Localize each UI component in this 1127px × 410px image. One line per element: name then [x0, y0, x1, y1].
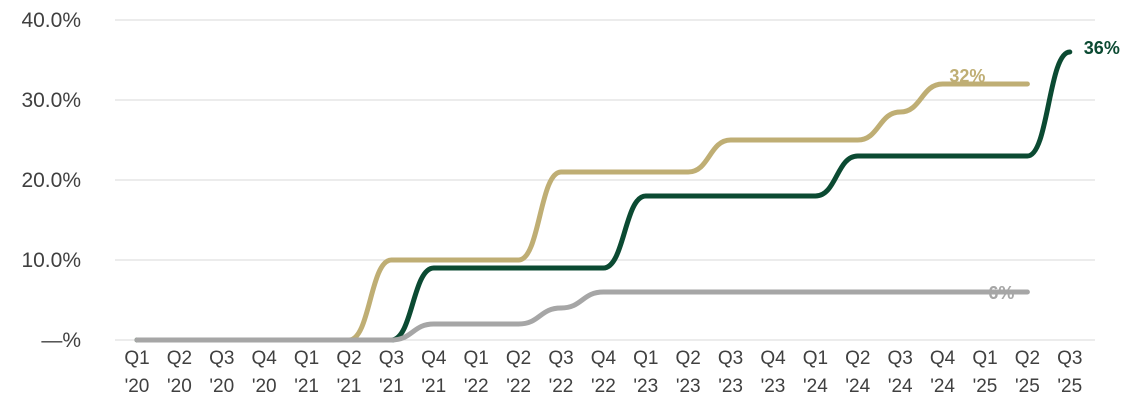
x-tick-quarter: Q1: [633, 348, 658, 369]
x-tick-year: '25: [1015, 376, 1040, 397]
x-tick-year: '20: [252, 376, 277, 397]
x-tick-year: '23: [676, 376, 701, 397]
x-tick-quarter: Q2: [336, 348, 361, 369]
x-tick-quarter: Q1: [464, 348, 489, 369]
x-tick-quarter: Q3: [379, 348, 404, 369]
x-tick-quarter: Q1: [124, 348, 149, 369]
x-tick-year: '21: [421, 376, 446, 397]
x-tick-quarter: Q3: [209, 348, 234, 369]
x-tick-year: '24: [803, 376, 828, 397]
x-tick-year: '24: [888, 376, 913, 397]
x-tick-quarter: Q2: [506, 348, 531, 369]
x-tick-year: '23: [718, 376, 743, 397]
series-end-label: 36%: [1084, 38, 1120, 58]
series-lines: [134, 49, 1073, 343]
x-tick-year: '24: [930, 376, 955, 397]
x-tick-quarter: Q4: [421, 348, 447, 369]
x-tick-year: '20: [209, 376, 234, 397]
x-tick-year: '20: [167, 376, 192, 397]
x-tick-quarter: Q4: [760, 348, 786, 369]
x-tick-quarter: Q3: [1057, 348, 1082, 369]
series-end-label: 6%: [988, 283, 1014, 303]
y-tick-label: 30.0%: [21, 89, 81, 112]
x-tick-year: '23: [761, 376, 786, 397]
series-end-label: 32%: [949, 66, 985, 86]
x-tick-quarter: Q3: [548, 348, 573, 369]
x-tick-year: '21: [337, 376, 362, 397]
x-tick-quarter: Q3: [718, 348, 743, 369]
x-tick-year: '20: [125, 376, 150, 397]
x-tick-year: '23: [633, 376, 658, 397]
x-tick-quarter: Q2: [676, 348, 701, 369]
x-tick-quarter: Q2: [845, 348, 870, 369]
x-tick-quarter: Q1: [294, 348, 319, 369]
y-tick-label: 10.0%: [21, 249, 81, 272]
x-tick-year: '22: [549, 376, 574, 397]
x-tick-year: '25: [1057, 376, 1082, 397]
y-tick-label: 40.0%: [21, 9, 81, 32]
x-tick-year: '22: [464, 376, 489, 397]
x-tick-year: '21: [294, 376, 319, 397]
x-tick-quarter: Q2: [167, 348, 192, 369]
end-labels: 32% 36% 6%: [949, 38, 1119, 303]
x-tick-quarter: Q3: [888, 348, 913, 369]
y-tick-label: 20.0%: [21, 169, 81, 192]
y-tick-label: —%: [41, 329, 81, 352]
x-axis-ticks: Q1 '20 Q2 '20 Q3 '20 Q4 '20 Q1 '21 Q2 '21 Q3 '21 Q4 '21…: [124, 348, 1082, 397]
x-tick-quarter: Q1: [803, 348, 828, 369]
x-tick-year: '22: [591, 376, 616, 397]
x-tick-quarter: Q2: [1015, 348, 1040, 369]
x-tick-quarter: Q4: [930, 348, 956, 369]
x-tick-quarter: Q4: [252, 348, 278, 369]
x-tick-year: '22: [506, 376, 531, 397]
x-tick-year: '24: [845, 376, 870, 397]
gridlines: [115, 19, 1095, 341]
x-tick-quarter: Q1: [972, 348, 997, 369]
series-line-2: [134, 289, 1030, 343]
y-axis-ticks: —% 10.0% 20.0% 30.0% 40.0%: [21, 9, 81, 352]
x-tick-year: '21: [379, 376, 404, 397]
x-tick-year: '25: [973, 376, 998, 397]
series-line-1: [134, 49, 1073, 343]
x-tick-quarter: Q4: [591, 348, 617, 369]
